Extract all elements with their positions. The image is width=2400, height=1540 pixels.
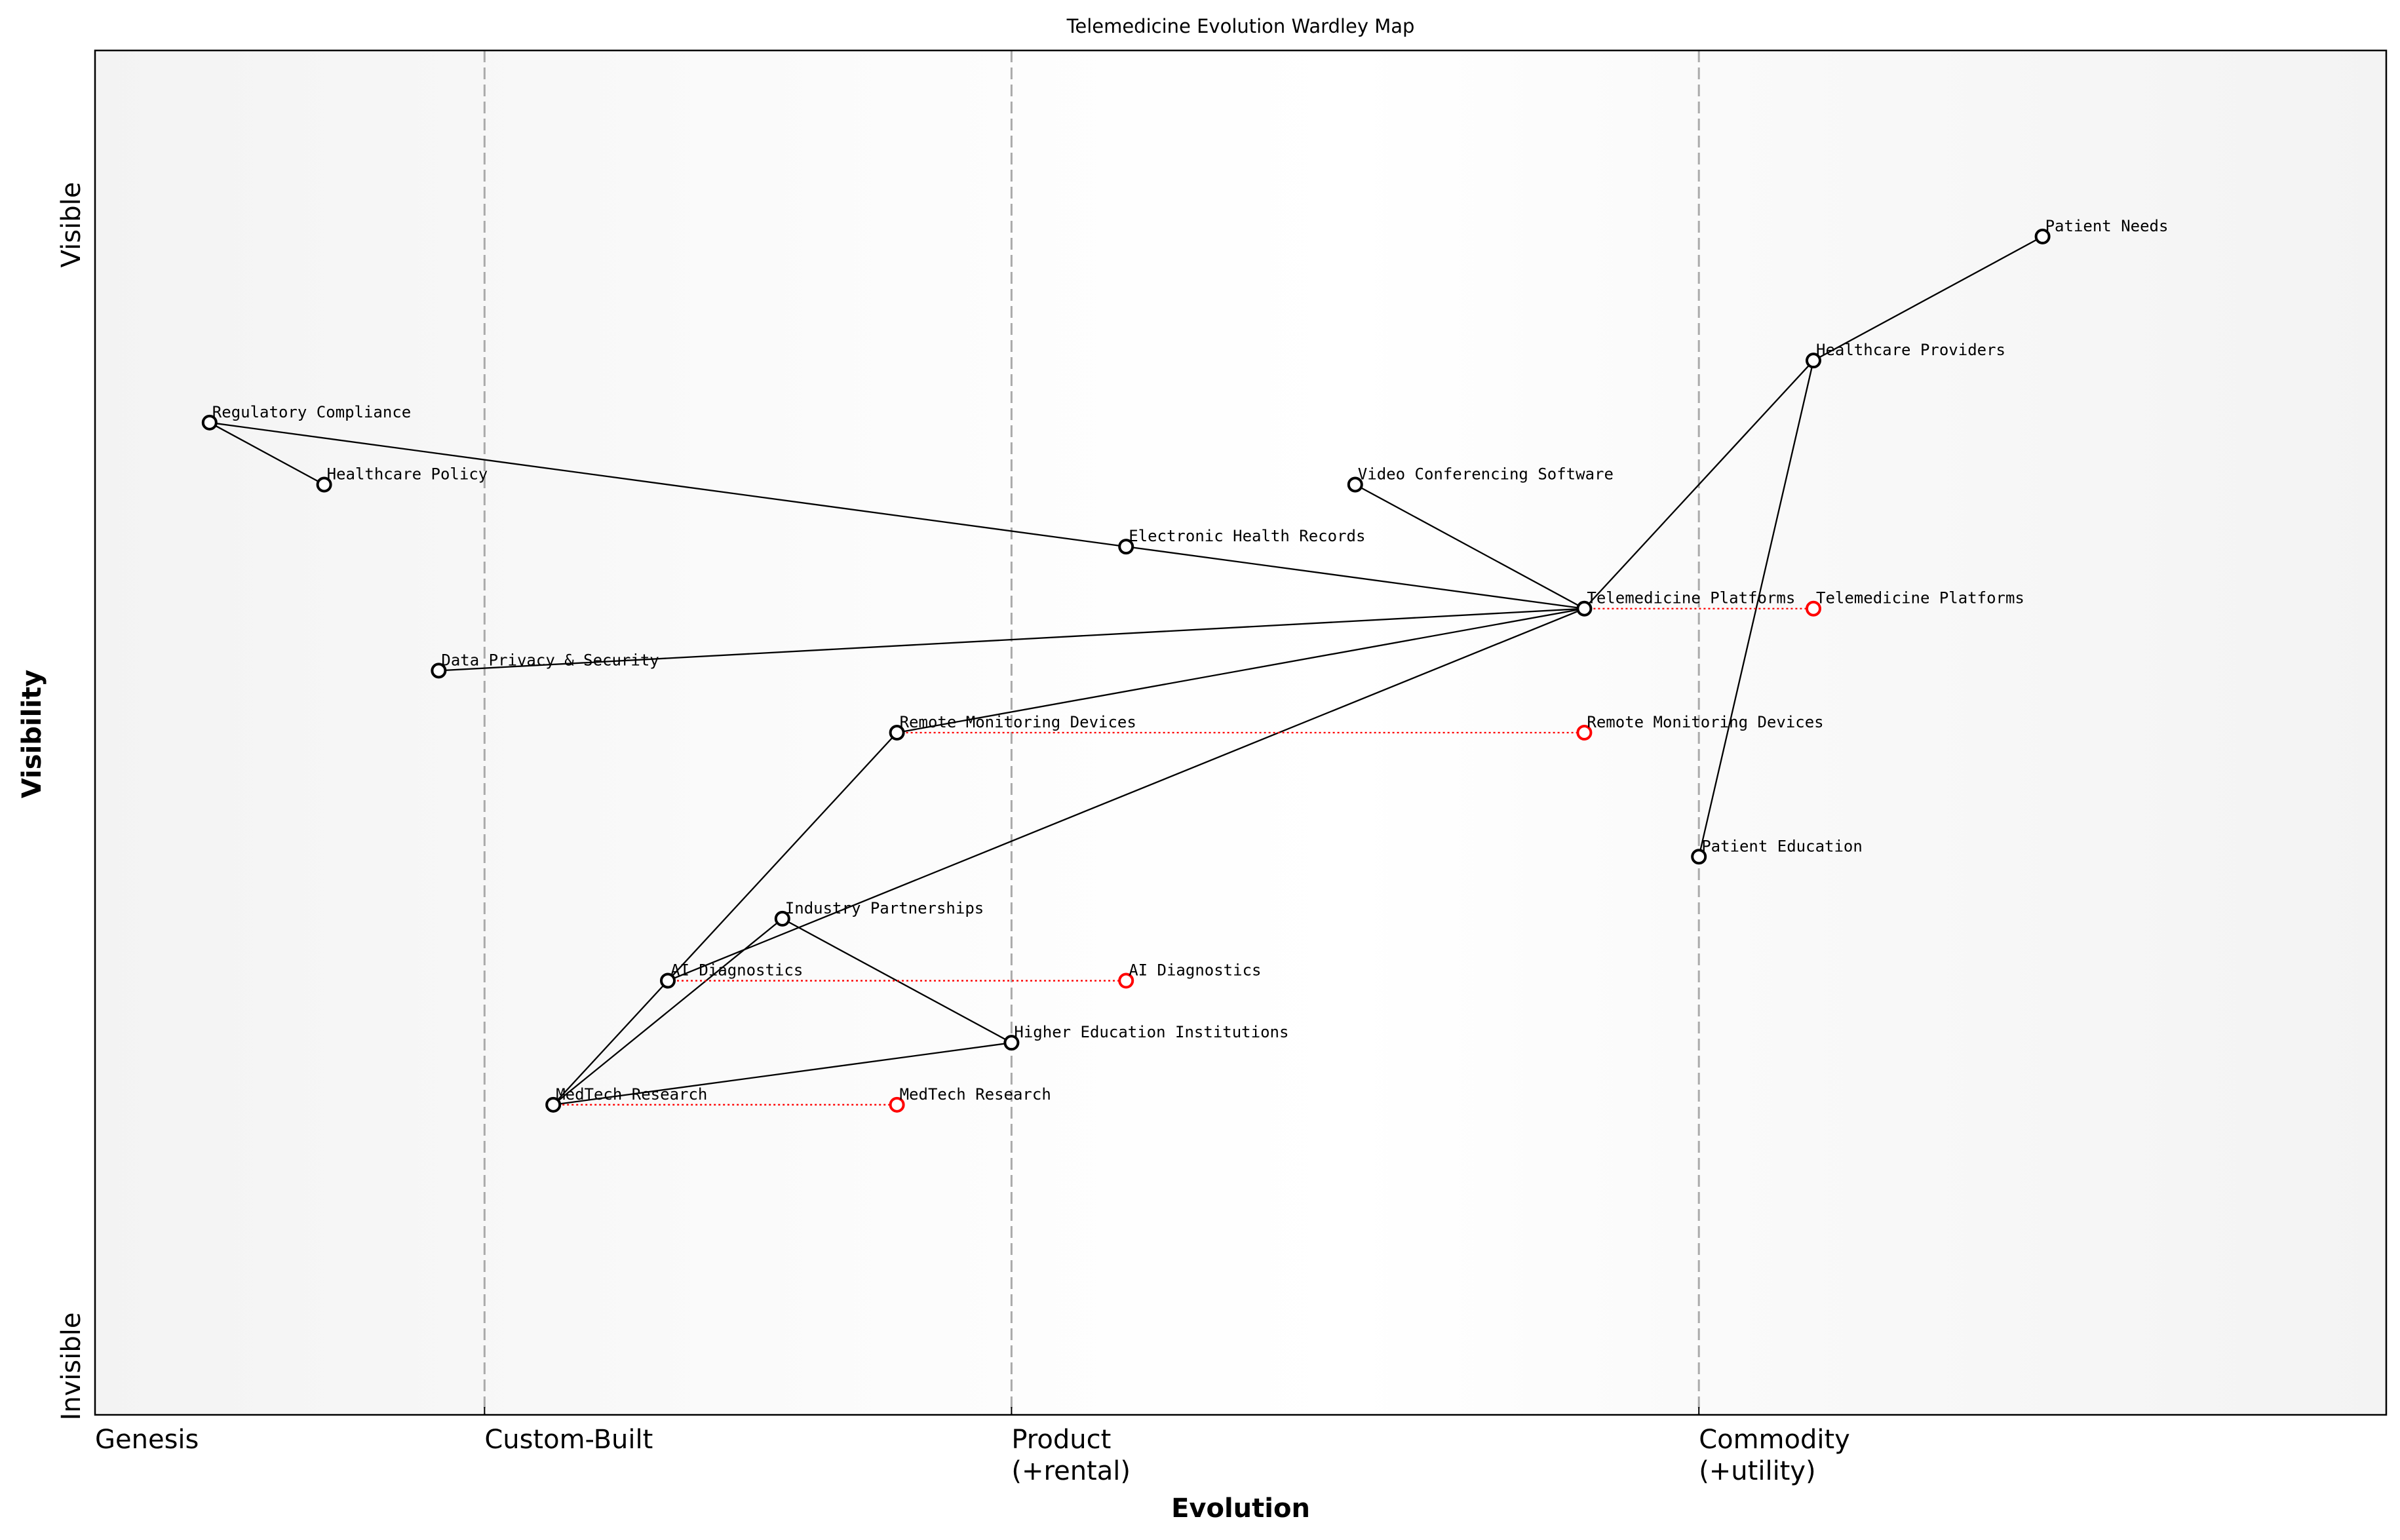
link-medtech-research-to-industry-partnerships [552,918,783,1106]
node-video-conferencing-software [1347,476,1363,493]
node-label-medtech-research: MedTech Research [556,1085,707,1104]
link-telemedicine-platforms-to-electronic-health-records [1126,545,1585,609]
stage-label-custom-built: Custom-Built [484,1425,653,1455]
stage-label-commodity: Commodity (+utility) [1699,1425,1850,1486]
link-telemedicine-platforms-to-data-privacy-security [438,607,1585,672]
node-label-telemedicine-platforms: Telemedicine Platforms [1587,589,1795,607]
stage-label-genesis: Genesis [95,1425,199,1455]
y-axis-label: Visibility [17,670,47,798]
plot-frame [94,49,2388,1416]
node-ai-diagnostics [660,972,676,989]
evolved-label-medtech-research: MedTech Research [900,1085,1051,1104]
node-label-video-conferencing-software: Video Conferencing Software [1358,465,1614,483]
node-label-remote-monitoring-devices: Remote Monitoring Devices [900,713,1136,731]
y-bottom-label: Invisible [56,1313,87,1421]
evolved-label-telemedicine-platforms: Telemedicine Platforms [1816,589,2024,607]
node-label-electronic-health-records: Electronic Health Records [1129,527,1365,545]
link-ai-diagnostics-to-medtech-research [552,980,668,1106]
evolved-node-ai-diagnostics [1118,972,1134,989]
node-healthcare-providers [1806,353,1821,369]
node-label-higher-education-institutions: Higher Education Institutions [1014,1023,1288,1041]
link-healthcare-providers-to-patient-education [1698,360,1815,857]
stage-label-product: Product (+rental) [1011,1425,1131,1486]
evolved-node-medtech-research [889,1096,905,1113]
x-axis-label: Evolution [1171,1493,1310,1524]
node-label-healthcare-policy: Healthcare Policy [327,465,488,483]
link-electronic-health-records-to-regulatory-compliance [209,421,1127,548]
link-telemedicine-platforms-to-remote-monitoring-devices [897,607,1585,734]
node-healthcare-policy [316,476,332,493]
node-telemedicine-platforms [1576,600,1593,617]
node-electronic-health-records [1118,539,1134,555]
link-regulatory-compliance-to-healthcare-policy [209,421,325,486]
node-label-healthcare-providers: Healthcare Providers [1816,341,2005,359]
link-medtech-research-to-higher-education-institutions [553,1042,1012,1106]
y-top-label: Visible [56,182,87,268]
evolved-node-remote-monitoring-devices [1576,725,1593,741]
node-remote-monitoring-devices [889,725,905,741]
link-healthcare-providers-to-telemedicine-platforms [1583,360,1814,609]
node-label-regulatory-compliance: Regulatory Compliance [212,403,411,421]
link-patient-needs-to-healthcare-providers [1813,235,2043,362]
link-telemedicine-platforms-to-ai-diagnostics [667,607,1585,982]
node-patient-needs [2034,228,2051,244]
node-label-industry-partnerships: Industry Partnerships [785,899,984,917]
node-regulatory-compliance [201,414,218,431]
node-data-privacy-security [431,663,447,679]
evolved-label-ai-diagnostics: AI Diagnostics [1129,961,1261,980]
chart-title: Telemedicine Evolution Wardley Map [1066,15,1415,37]
evolved-label-remote-monitoring-devices: Remote Monitoring Devices [1587,713,1823,731]
node-medtech-research [545,1096,562,1113]
node-label-ai-diagnostics: AI Diagnostics [670,961,803,980]
node-label-patient-needs: Patient Needs [2045,217,2169,235]
node-higher-education-institutions [1003,1035,1020,1051]
plot-background [95,50,2386,1415]
node-label-data-privacy-security: Data Privacy & Security [441,651,659,669]
link-industry-partnerships-to-higher-education-institutions [782,917,1012,1044]
link-remote-monitoring-devices-to-ai-diagnostics [667,732,898,982]
node-label-patient-education: Patient Education [1701,837,1863,855]
node-patient-education [1691,849,1707,865]
evolved-node-telemedicine-platforms [1806,600,1821,617]
node-industry-partnerships [774,910,790,927]
link-telemedicine-platforms-to-video-conferencing-software [1355,484,1585,609]
